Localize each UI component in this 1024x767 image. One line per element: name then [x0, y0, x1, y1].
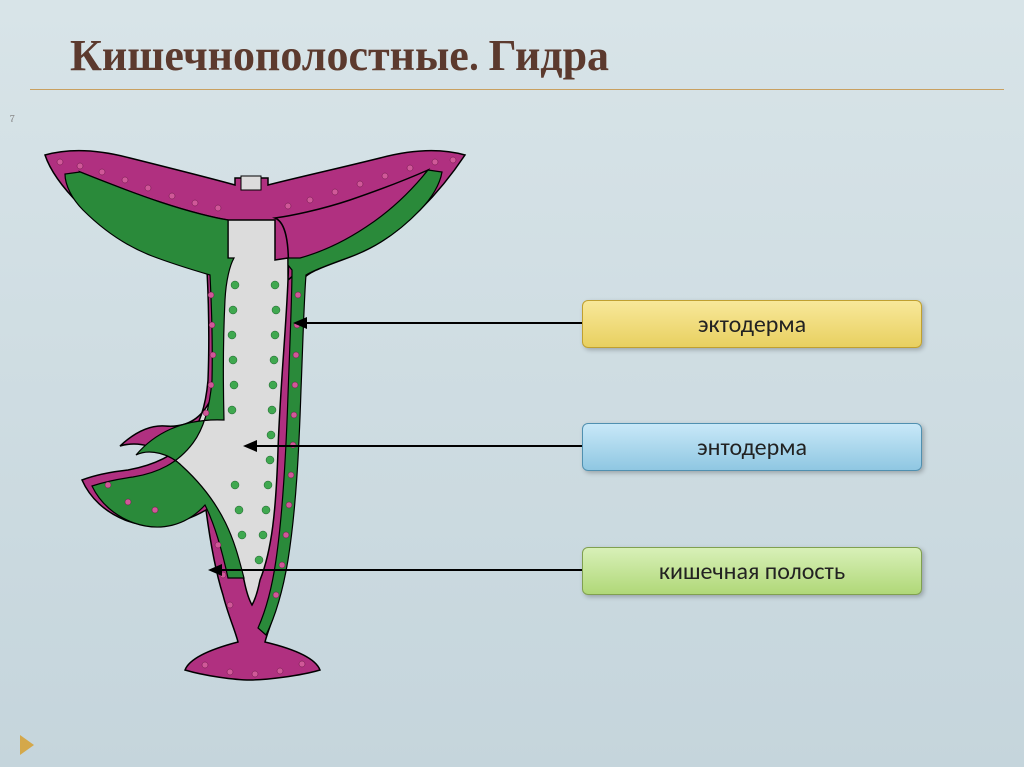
arrow-cavity-head — [208, 564, 222, 576]
arrow-cavity — [220, 569, 582, 571]
page-title: Кишечнополостные. Гидра — [0, 0, 1024, 89]
label-endoderm: энтодерма — [582, 423, 922, 471]
arrow-endoderm-head — [243, 440, 257, 452]
arrow-ectoderm — [305, 322, 582, 324]
label-cavity: кишечная полость — [582, 547, 922, 595]
arrow-ectoderm-head — [293, 317, 307, 329]
label-ectoderm: эктодерма — [582, 300, 922, 348]
page-number: 7 — [10, 113, 15, 125]
slide-marker-icon — [20, 735, 34, 755]
arrow-endoderm — [255, 445, 582, 447]
hydra-diagram — [10, 130, 490, 690]
title-underline — [30, 89, 1004, 90]
mouth-opening — [241, 176, 261, 190]
